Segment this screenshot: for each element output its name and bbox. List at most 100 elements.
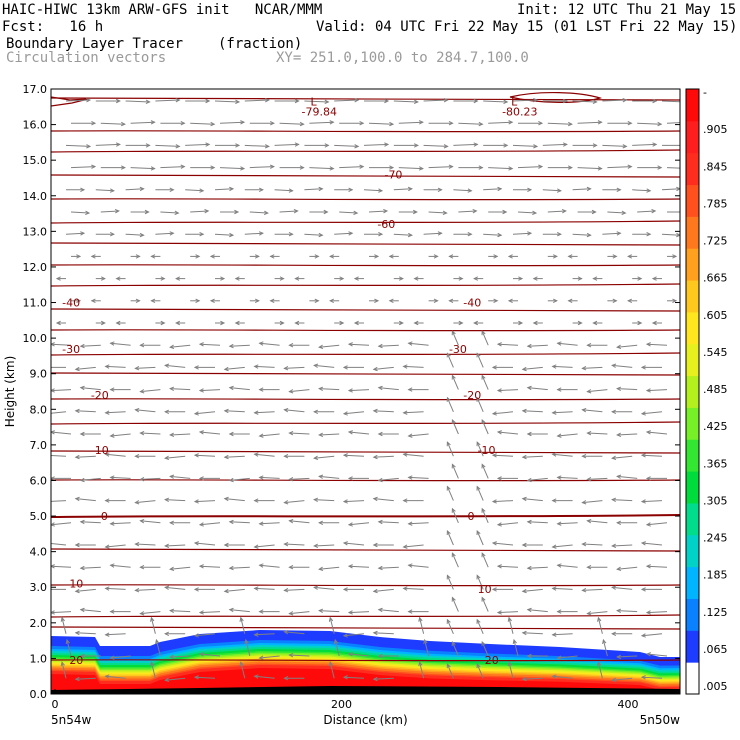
wind-vector: [353, 320, 364, 326]
wind-vector: [476, 352, 484, 368]
wind-vector: [526, 343, 548, 349]
wind-vector: [223, 366, 245, 372]
wind-vector: [363, 142, 390, 147]
wind-vector: [369, 165, 395, 170]
wind-vector: [318, 386, 340, 391]
wind-vector: [228, 431, 250, 437]
wind-vector: [640, 633, 663, 638]
wind-vector: [274, 142, 300, 147]
wind-vector: [51, 500, 67, 502]
wind-vector: [288, 518, 310, 524]
wind-vector: [215, 320, 226, 326]
colorbar-label: .065: [703, 643, 728, 656]
wind-vector: [70, 210, 91, 215]
colorbar-label: .245: [703, 532, 728, 545]
wind-vector: [611, 585, 633, 590]
wind-vector: [169, 566, 191, 572]
wind-vector: [496, 388, 519, 393]
wind-vector: [125, 186, 145, 192]
wind-vector: [407, 563, 429, 568]
wind-vector: [645, 388, 668, 393]
wind-vector: [253, 544, 275, 549]
wind-vector: [518, 121, 544, 126]
wind-vector: [488, 298, 499, 303]
wind-vector: [645, 610, 668, 615]
wind-vector: [288, 430, 310, 436]
wind-vector: [556, 609, 578, 614]
wind-vector: [51, 542, 67, 546]
contour-line: [51, 584, 680, 587]
wind-vector: [258, 387, 280, 392]
wind-vector: [215, 143, 241, 148]
wind-vector: [402, 364, 424, 369]
wind-vector: [602, 97, 628, 103]
wind-vector: [134, 454, 156, 459]
wind-vector: [253, 410, 275, 415]
wind-vector: [446, 663, 454, 679]
wind-vector: [55, 320, 66, 326]
wind-vector: [521, 366, 543, 372]
wind-vector: [483, 143, 509, 148]
wind-vector: [377, 607, 399, 613]
contour-line: [51, 308, 680, 312]
wind-vector: [139, 565, 161, 570]
wind-vector: [532, 320, 543, 326]
wind-vector: [198, 522, 221, 527]
colorbar-swatch: [686, 534, 699, 568]
wind-vector: [155, 231, 175, 236]
wind-vector: [74, 630, 96, 636]
field-name: Boundary Layer Tracer: [6, 36, 184, 52]
wind-vector: [526, 519, 548, 525]
wind-vector: [139, 477, 161, 482]
wind-vector: [185, 188, 205, 193]
wind-vector: [651, 320, 662, 326]
forecast-hour: Fcst: 16 h: [2, 19, 104, 35]
wind-vector: [496, 522, 519, 527]
wind-vector: [334, 187, 354, 192]
wind-vector: [214, 232, 235, 238]
wind-vector: [453, 232, 473, 237]
wind-vector: [551, 452, 573, 457]
wind-vector: [428, 210, 448, 215]
wind-vector: [602, 638, 608, 657]
wind-vector: [175, 276, 186, 281]
wind-vector: [51, 564, 72, 569]
wind-vector: [572, 186, 592, 192]
contour-label: -20: [91, 389, 109, 402]
wind-vector: [214, 186, 235, 192]
wind-vector: [607, 164, 633, 169]
wind-vector: [488, 254, 499, 259]
wind-vector: [258, 609, 280, 614]
contour-line: [509, 92, 603, 103]
colorbar-label: -: [703, 86, 707, 99]
wind-vector: [616, 520, 638, 525]
colorbar-label: .605: [703, 309, 728, 322]
wind-vector: [377, 519, 399, 525]
wind-vector: [60, 661, 67, 679]
wind-vector: [155, 320, 166, 326]
contour-line: [51, 479, 680, 482]
wind-vector: [521, 630, 543, 636]
wind-vector: [313, 585, 335, 590]
wind-vector: [428, 298, 439, 303]
wind-vector: [155, 638, 161, 657]
wind-vector: [428, 164, 454, 169]
wind-vector: [309, 209, 329, 215]
wind-vector: [104, 364, 126, 369]
wind-vector: [407, 475, 429, 480]
wind-vector: [214, 99, 241, 105]
wind-vector: [164, 543, 186, 549]
wind-vector: [130, 298, 141, 303]
wind-vector: [446, 485, 454, 501]
wind-vector: [130, 254, 141, 259]
wind-vector: [547, 209, 567, 214]
colorbar-label: .005: [703, 680, 728, 693]
wind-vector: [309, 166, 335, 171]
wind-vector: [334, 231, 354, 236]
wind-vector: [190, 165, 216, 170]
wind-vector: [393, 99, 419, 105]
wind-vector: [364, 232, 384, 237]
wind-vector: [169, 386, 191, 391]
wind-vector: [185, 142, 211, 147]
wind-vector: [640, 499, 663, 504]
